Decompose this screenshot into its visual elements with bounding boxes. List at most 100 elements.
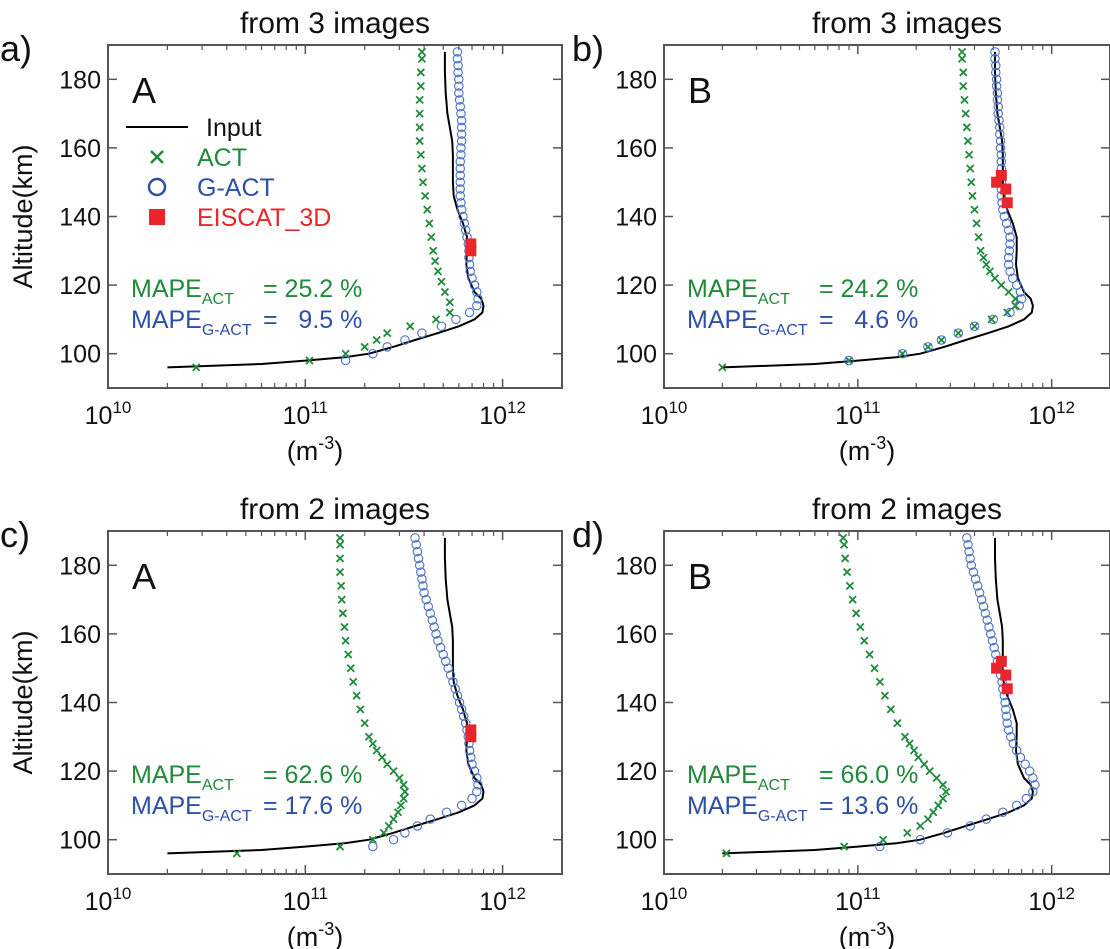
series-act-point [356, 705, 365, 714]
mape-gact-value: = 13.6 % [819, 792, 918, 820]
series-act-point [360, 718, 369, 728]
series-act-point [964, 150, 974, 159]
series-act-point [875, 677, 885, 687]
series-g-act-point [990, 47, 1000, 57]
series-g-act-point [466, 752, 476, 763]
series-g-act-point [441, 807, 452, 818]
series-act-point [959, 82, 968, 91]
legend-gact-label: G-ACT [197, 174, 275, 202]
series-eiscat-3d-point [991, 176, 1003, 188]
series-g-act-point [435, 642, 446, 653]
x-tick-label: 1011 [283, 398, 328, 430]
x-tick-label: 1010 [641, 884, 688, 916]
series-g-act-point [1003, 225, 1014, 235]
series-act-point [914, 753, 923, 762]
series-act-point [997, 280, 1006, 290]
series-g-act-point [455, 163, 466, 174]
series-act-point [418, 178, 428, 187]
series-act-point [415, 95, 424, 105]
series-g-act-point [460, 225, 471, 235]
series-act-point [416, 68, 425, 77]
series-act-point [848, 595, 857, 604]
series-g-act-point [989, 642, 999, 653]
series-act-point [990, 274, 1000, 283]
series-act-point [851, 609, 861, 618]
series-g-act-point [455, 191, 466, 201]
y-tick-label: 160 [615, 621, 657, 649]
series-g-act-point [454, 697, 465, 708]
series-g-act-point [990, 53, 1000, 64]
series-g-act-point [472, 786, 482, 797]
series-act-point [417, 164, 427, 173]
series-g-act-point [968, 567, 979, 577]
x-axis-label: (m-3) [287, 919, 344, 949]
y-tick-label: 180 [59, 552, 101, 580]
series-g-act-point [382, 342, 392, 352]
series-g-act-point [1003, 259, 1014, 270]
data-layer [718, 47, 1034, 372]
series-act-point [845, 581, 855, 591]
panel-title: from 2 images [240, 493, 430, 526]
series-g-act-point [1005, 239, 1015, 249]
x-tick-label: 1012 [479, 884, 526, 916]
series-g-act-point [464, 307, 475, 318]
mape-act-label: MAPEACT [687, 275, 790, 308]
series-act-point [903, 828, 912, 837]
series-act-point [844, 356, 854, 365]
series-g-act-point [445, 670, 456, 680]
series-act-point [232, 849, 242, 858]
y-tick-label: 140 [59, 690, 101, 718]
series-act-point [364, 732, 374, 741]
mape-gact-label: MAPEG-ACT [131, 306, 252, 339]
panel-letter: a) [0, 28, 32, 69]
mape-gact-label: MAPEG-ACT [687, 792, 808, 825]
series-g-act-point [984, 622, 994, 632]
series-g-act-point [456, 800, 467, 811]
series-g-act-point [443, 663, 453, 673]
series-g-act-point [964, 546, 974, 557]
panel-letter: d) [572, 514, 604, 555]
series-act-point [718, 363, 727, 372]
legend-act-label: ACT [197, 144, 247, 172]
series-g-act-point [421, 594, 431, 605]
series-g-act-point [996, 150, 1007, 160]
series-act-point [959, 68, 968, 77]
panel-title: from 3 images [240, 7, 430, 40]
series-g-act-point [455, 170, 466, 181]
series-act-point [970, 322, 979, 331]
series-act-point [337, 581, 346, 591]
series-g-act-point [991, 81, 1002, 91]
legend-act-marker [150, 150, 164, 164]
series-g-act-point [995, 122, 1005, 133]
panel-title: from 2 images [812, 493, 1002, 526]
series-input-line [167, 51, 485, 369]
series-g-act-point [1001, 711, 1012, 721]
series-act-point [957, 47, 967, 56]
series-eiscat-3d-point [1001, 197, 1013, 209]
series-g-act-point [942, 828, 953, 838]
data-layer [722, 533, 1040, 858]
series-act-point [433, 267, 443, 276]
series-g-act-point [995, 143, 1006, 153]
series-act-point [840, 842, 849, 851]
series-g-act-point [992, 95, 1003, 105]
series-act-point [393, 808, 403, 817]
series-g-act-point [411, 539, 421, 550]
series-act-point [340, 622, 349, 632]
series-g-act-point [1000, 697, 1010, 708]
series-act-point [979, 253, 988, 262]
panel-a: from 3 images a) A 100 120 140 160 180 1010 1011 1… [0, 7, 563, 466]
y-tick-label: 120 [615, 758, 657, 786]
series-act-point [905, 739, 914, 748]
series-act-point [372, 746, 381, 755]
x-tick-label: 1010 [85, 884, 132, 916]
series-act-point [344, 650, 353, 659]
series-act-point [974, 232, 983, 242]
series-act-point [431, 315, 441, 324]
series-g-act-point [452, 690, 463, 701]
series-act-point [360, 342, 369, 351]
series-act-point [934, 801, 943, 810]
x-tick-label: 1011 [283, 884, 328, 916]
series-g-act-point [467, 759, 477, 769]
series-act-point [335, 554, 345, 563]
